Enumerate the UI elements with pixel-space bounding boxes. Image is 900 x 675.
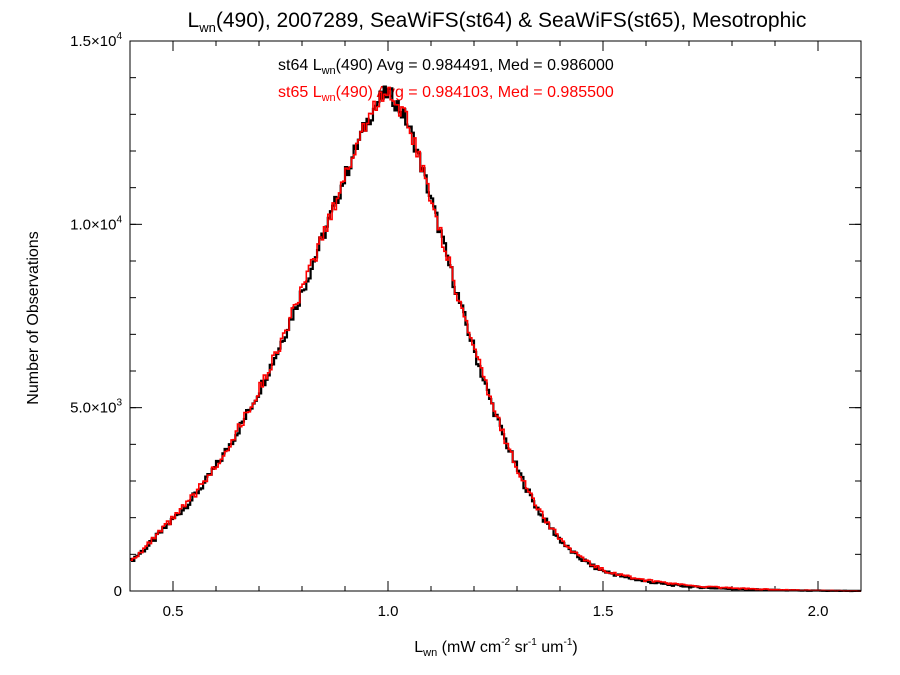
xlabel-sup3: -1 xyxy=(563,637,572,648)
annotation-st65-sub: wn xyxy=(321,92,336,104)
x-tick-label-3: 2.0 xyxy=(808,603,829,620)
xlabel-sub: wn xyxy=(422,647,437,659)
series-layer xyxy=(130,85,861,593)
series-line-st65 xyxy=(130,86,861,592)
xlabel-part3: um xyxy=(537,639,564,656)
y-tick-label-1: 5.0×103 xyxy=(70,398,122,417)
y-tick-label-0: 0 xyxy=(114,583,122,600)
plot-frame xyxy=(129,40,862,592)
x-tick-label-0: 0.5 xyxy=(163,603,184,620)
xlabel-sup1: -2 xyxy=(501,637,510,648)
x-tick-label-2: 1.5 xyxy=(593,603,614,620)
y-tick-label-3: 1.5×104 xyxy=(70,31,122,50)
x-axis-label: Lwn (mW cm-2 sr-1 um-1) xyxy=(414,637,577,659)
annotation-st64: st64 Lwn(490) Avg = 0.984491, Med = 0.98… xyxy=(278,57,614,77)
annotation-st65-post: (490) Avg = 0.984103, Med = 0.985500 xyxy=(336,84,614,101)
chart-title: Lwn(490), 2007289, SeaWiFS(st64) & SeaWi… xyxy=(188,9,807,35)
title-rest: (490), 2007289, SeaWiFS(st64) & SeaWiFS(… xyxy=(216,9,807,32)
xlabel-sup2: -1 xyxy=(528,637,537,648)
series-line-st64 xyxy=(130,85,861,593)
annotation-st64-pre: st64 L xyxy=(278,57,322,74)
y-axis-label: Number of Observations xyxy=(25,231,42,404)
annotation-st65: st65 Lwn(490) Avg = 0.984103, Med = 0.98… xyxy=(278,84,614,104)
xlabel-base: L xyxy=(414,639,423,656)
xlabel-part2: sr xyxy=(510,639,528,656)
axes-layer: 0.5 1.0 1.5 2.0 0 5.0×103 1.0×104 1.5×104 xyxy=(70,31,862,620)
title-subscript: wn xyxy=(198,20,216,35)
annotation-st64-sub: wn xyxy=(321,65,336,77)
x-tick-label-1: 1.0 xyxy=(378,603,399,620)
title-prefix: L xyxy=(188,9,200,32)
xlabel-part1: (mW cm xyxy=(437,639,501,656)
annotation-st64-post: (490) Avg = 0.984491, Med = 0.986000 xyxy=(336,57,614,74)
y-tick-label-2: 1.0×104 xyxy=(70,214,122,233)
xlabel-part4: ) xyxy=(572,639,577,656)
annotation-st65-pre: st65 L xyxy=(278,84,322,101)
